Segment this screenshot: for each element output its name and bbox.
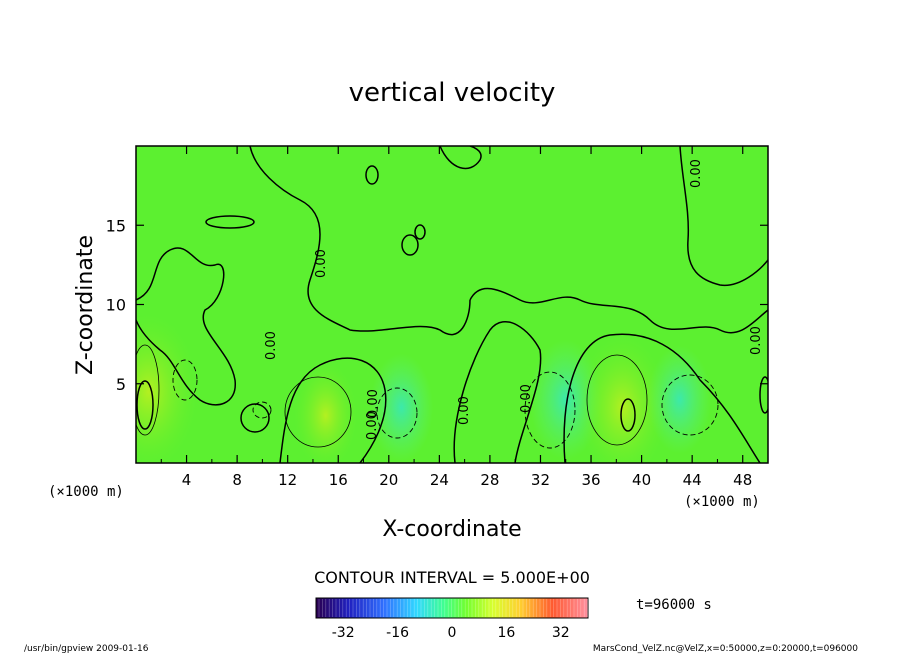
colorbar-ticks: -32 -16 0 16 32 — [332, 625, 570, 641]
x-axis-label: X-coordinate — [382, 517, 521, 542]
colorbar-tick-label: 16 — [497, 625, 515, 641]
x-tick-label: 28 — [480, 471, 499, 489]
contour-label: 0.00 — [457, 396, 472, 425]
y-axis-label: Z-coordinate — [73, 235, 98, 375]
contour-label: 0.00 — [519, 384, 534, 413]
contour-label: 0.00 — [749, 326, 764, 355]
contour-line — [453, 321, 542, 463]
x-axis-ticks: 4 8 12 16 20 24 28 32 36 40 44 48 — [160, 146, 752, 489]
contour-ring — [136, 344, 160, 436]
contour-ring — [172, 359, 198, 401]
x-tick-label: 40 — [632, 471, 651, 489]
contour-ring — [620, 398, 636, 432]
contour-line — [136, 247, 236, 406]
x-tick-label: 48 — [733, 471, 752, 489]
x-axis-unit: (×1000 m) — [684, 494, 760, 510]
chart-title: vertical velocity — [349, 78, 556, 108]
contour-ring — [661, 374, 719, 436]
updraft-region — [577, 335, 668, 463]
footer-left: /usr/bin/gpview 2009-01-16 — [24, 644, 149, 654]
contour-ring — [240, 403, 270, 433]
contour-ring — [414, 224, 426, 240]
colorbar-tick-label: 32 — [552, 625, 570, 641]
contour-line — [563, 333, 761, 463]
contour-ring — [376, 387, 418, 439]
contour-line — [439, 146, 482, 170]
y-axis-ticks: 5 10 15 — [106, 216, 768, 394]
colorbar-tick-label: -16 — [386, 625, 409, 641]
contour-line — [679, 146, 768, 286]
colorbar-tick-label: 0 — [448, 625, 457, 641]
contour-label: 0.00 — [264, 331, 279, 360]
contour-ring — [586, 354, 648, 446]
footer-right: MarsCond_VelZ.nc@VelZ,x=0:50000,z=0:2000… — [593, 644, 858, 654]
contour-ring — [252, 401, 272, 419]
contour-ring — [284, 376, 352, 448]
contour-label: 0.00 — [314, 249, 329, 278]
x-tick-label: 44 — [683, 471, 702, 489]
x-tick-label: 16 — [329, 471, 348, 489]
x-tick-label: 20 — [379, 471, 398, 489]
contour-labels: 0.00 0.00 0.00 0.00 0.00 0.00 0.00 0.00 — [264, 159, 764, 440]
x-axis-unit-left: (×1000 m) — [48, 484, 124, 500]
contour-interval-text: CONTOUR INTERVAL = 5.000E+00 — [314, 568, 590, 587]
x-tick-label: 32 — [531, 471, 550, 489]
contour-label: 0.00 — [365, 411, 380, 440]
plot-area: 0.00 0.00 0.00 0.00 0.00 0.00 0.00 0.00 … — [106, 145, 769, 489]
contour-line — [279, 357, 387, 463]
contour-lines-dashed — [172, 359, 719, 449]
y-tick-label: 5 — [116, 375, 126, 394]
contour-ring — [759, 376, 768, 414]
contour-ring — [205, 215, 255, 229]
contour-lines-thin — [136, 344, 648, 448]
contour-ring — [365, 165, 379, 185]
contour-line — [249, 146, 471, 336]
contour-label: 0.00 — [366, 389, 381, 418]
x-tick-label: 12 — [278, 471, 297, 489]
contour-ring — [401, 234, 419, 256]
x-tick-label: 4 — [182, 471, 192, 489]
y-tick-label: 15 — [106, 216, 126, 235]
x-tick-label: 24 — [430, 471, 449, 489]
x-tick-label: 8 — [232, 471, 242, 489]
x-tick-label: 36 — [581, 471, 600, 489]
contour-line — [469, 287, 768, 334]
downdraft-region — [647, 345, 712, 454]
updraft-region — [136, 313, 198, 463]
contour-lines — [136, 146, 768, 463]
colorbar-gradient — [315, 597, 589, 619]
time-text: t=96000 s — [636, 597, 712, 613]
downdraft-region — [369, 353, 434, 462]
colorbar: -32 -16 0 16 32 — [315, 597, 589, 641]
contour-label: 0.00 — [689, 159, 704, 188]
colorbar-stripes — [318, 599, 588, 617]
colorbar-tick-label: -32 — [332, 625, 355, 641]
contour-ring — [524, 371, 576, 449]
y-tick-label: 10 — [106, 296, 126, 315]
contour-ring — [136, 380, 154, 430]
